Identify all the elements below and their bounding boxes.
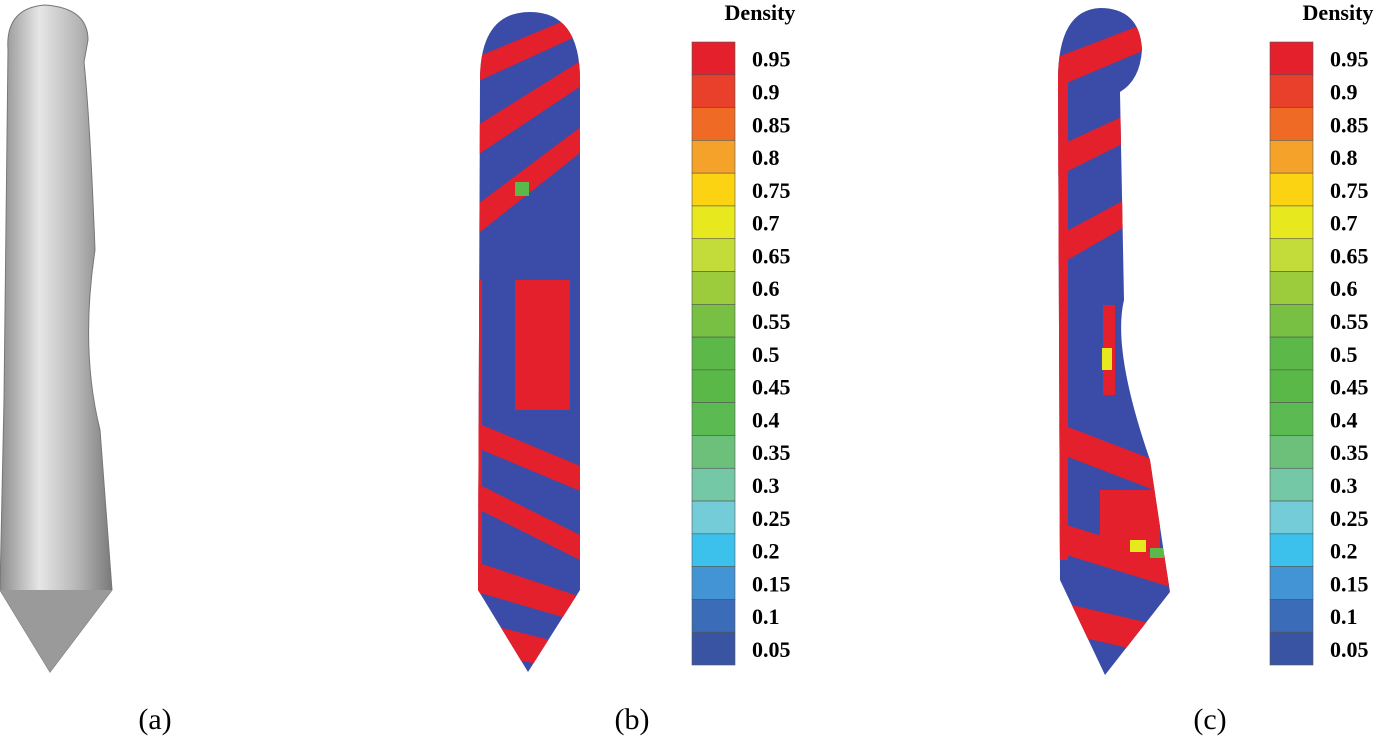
colorbar-label: 0.3 (1330, 473, 1358, 498)
colorbar-title: Density (1303, 0, 1374, 25)
colorbar-band (691, 74, 736, 108)
colorbar-label: 0.75 (752, 178, 791, 203)
colorbar-band (691, 533, 736, 567)
colorbar-label: 0.45 (752, 375, 791, 400)
colorbar-label: 0.2 (1330, 539, 1358, 564)
colorbar-label: 0.55 (752, 309, 791, 334)
colorbar-band (1269, 271, 1314, 305)
shape-a-tip (0, 590, 112, 672)
colorbar-band (1269, 500, 1314, 535)
colorbar-label: 0.25 (1330, 506, 1369, 531)
colorbar-label: 0.45 (1330, 375, 1369, 400)
colorbar-label: 0.25 (752, 506, 791, 531)
colorbar-band (1269, 74, 1314, 108)
colorbar-label: 0.65 (752, 243, 791, 268)
colorbar-band (1269, 205, 1314, 240)
colorbar-band (691, 599, 736, 633)
colorbar-label: 0.5 (752, 342, 780, 367)
colorbar-band (691, 304, 736, 338)
colorbar-band (691, 140, 736, 174)
colorbar-label: 0.75 (1330, 178, 1369, 203)
colorbar-band (1269, 41, 1314, 76)
colorbar-band (1269, 402, 1314, 436)
shape-a (0, 4, 113, 673)
colorbar-band (691, 435, 736, 469)
colorbar-band (691, 336, 736, 371)
colorbar-label: 0.8 (752, 145, 780, 170)
caption: (c) (1193, 703, 1226, 736)
colorbar-band (1269, 435, 1314, 469)
colorbar-band (1269, 238, 1314, 272)
caption: (a) (138, 703, 171, 736)
colorbar-label: 0.15 (1330, 571, 1369, 596)
colorbar-band (1269, 533, 1314, 567)
colorbar-label: 0.2 (752, 539, 780, 564)
colorbar-label: 0.65 (1330, 243, 1369, 268)
colorbar-label: 0.9 (1330, 80, 1358, 105)
colorbar-band (691, 402, 736, 436)
colorbar-band (691, 631, 736, 666)
colorbar-band (1269, 336, 1314, 371)
colorbar-band (691, 107, 736, 141)
colorbar-band (1269, 107, 1314, 141)
colorbar-band (691, 205, 736, 240)
colorbar-band (1269, 369, 1314, 403)
colorbar-label: 0.7 (752, 211, 780, 236)
colorbar-label: 0.05 (752, 637, 791, 662)
colorbar-band (1269, 631, 1314, 666)
colorbar-label: 0.6 (752, 276, 780, 301)
colorbar-label: 0.85 (752, 112, 791, 137)
colorbar-label: 0.85 (1330, 112, 1369, 137)
colorbar-band (1269, 566, 1314, 600)
colorbar-band (691, 238, 736, 272)
colorbar-label: 0.95 (752, 47, 791, 72)
colorbar-label: 0.4 (752, 407, 780, 432)
colorbar-label: 0.05 (1330, 637, 1369, 662)
colorbar-band (1269, 172, 1314, 207)
caption: (b) (615, 703, 650, 736)
colorbar-title: Density (725, 0, 796, 25)
colorbar-label: 0.95 (1330, 47, 1369, 72)
colorbar-band (1269, 304, 1314, 338)
colorbar-label: 0.5 (1330, 342, 1358, 367)
colorbar-label: 0.3 (752, 473, 780, 498)
colorbar-label: 0.15 (752, 571, 791, 596)
colorbar-band (691, 271, 736, 305)
colorbar-label: 0.1 (752, 604, 780, 629)
colorbar-label: 0.35 (752, 440, 791, 465)
colorbar-label: 0.6 (1330, 276, 1358, 301)
colorbar-band (691, 369, 736, 403)
colorbar-band (691, 41, 736, 76)
colorbar-label: 0.55 (1330, 309, 1369, 334)
colorbar-band (691, 172, 736, 207)
colorbar-label: 0.4 (1330, 407, 1358, 432)
colorbar-band (691, 467, 736, 502)
colorbar-band (1269, 599, 1314, 633)
colorbar-label: 0.35 (1330, 440, 1369, 465)
colorbar-band (691, 500, 736, 535)
colorbar-label: 0.9 (752, 80, 780, 105)
colorbar-label: 0.1 (1330, 604, 1358, 629)
colorbar-band (1269, 140, 1314, 174)
colorbar-band (691, 566, 736, 600)
shape-c (1058, 8, 1170, 675)
shape-b (478, 12, 580, 672)
colorbar-band (1269, 467, 1314, 502)
colorbar-label: 0.8 (1330, 145, 1358, 170)
colorbar-label: 0.7 (1330, 211, 1358, 236)
